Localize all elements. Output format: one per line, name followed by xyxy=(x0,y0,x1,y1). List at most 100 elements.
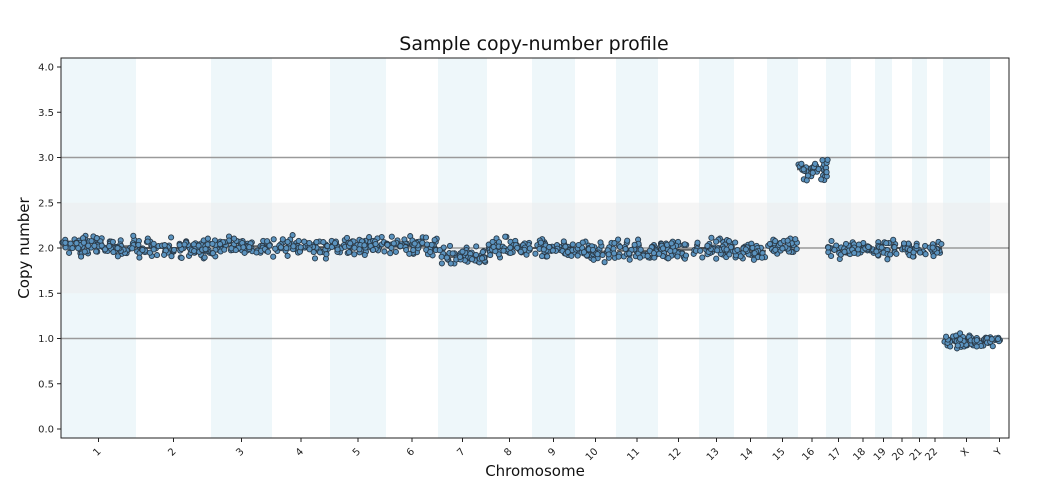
x-tick-label: 12 xyxy=(667,446,684,463)
data-point xyxy=(487,252,494,259)
y-tick-label: 3.5 xyxy=(38,108,54,119)
data-point xyxy=(266,242,273,249)
data-point xyxy=(85,242,92,249)
data-point xyxy=(390,240,397,247)
data-point xyxy=(161,242,168,249)
x-tick-label: 18 xyxy=(851,446,868,463)
data-point xyxy=(91,242,98,249)
data-point xyxy=(514,244,521,251)
data-point xyxy=(601,259,608,266)
data-point xyxy=(372,240,379,248)
y-tick-label: 1.0 xyxy=(38,334,54,345)
data-point xyxy=(351,244,358,251)
data-point xyxy=(457,253,464,261)
data-point xyxy=(713,255,720,262)
data-point xyxy=(842,240,850,247)
x-tick-label: 4 xyxy=(294,446,306,458)
data-point xyxy=(78,253,85,260)
data-point xyxy=(540,246,547,253)
data-point xyxy=(681,241,688,248)
x-tick-label: 6 xyxy=(405,446,417,458)
data-point xyxy=(334,246,341,253)
data-point xyxy=(818,176,825,183)
data-point xyxy=(751,250,758,257)
x-tick-label: 3 xyxy=(234,446,246,458)
y-tick-label: 0.0 xyxy=(38,425,54,436)
data-point xyxy=(699,254,706,261)
data-point xyxy=(150,240,157,247)
data-point xyxy=(345,249,353,256)
x-tick-label: 22 xyxy=(923,446,940,463)
data-point xyxy=(284,238,291,245)
data-point xyxy=(549,247,556,254)
x-tick-label: 9 xyxy=(546,446,558,458)
data-point xyxy=(202,246,209,253)
data-point xyxy=(734,246,741,254)
data-point xyxy=(129,245,136,252)
data-point xyxy=(538,253,546,260)
data-point xyxy=(62,239,69,246)
data-point xyxy=(217,241,224,248)
data-point xyxy=(694,239,701,246)
data-point xyxy=(610,250,618,257)
data-point xyxy=(204,235,211,242)
data-point xyxy=(890,236,897,243)
data-point xyxy=(489,238,496,245)
data-point xyxy=(546,244,553,251)
data-point xyxy=(459,248,466,255)
data-point xyxy=(750,256,757,263)
data-point xyxy=(270,236,277,243)
data-point xyxy=(973,343,980,350)
data-point xyxy=(812,160,819,167)
data-point xyxy=(957,336,964,343)
x-tick-label: 21 xyxy=(908,446,925,463)
data-point xyxy=(537,239,544,246)
data-point xyxy=(69,245,76,252)
y-tick-label: 0.5 xyxy=(38,379,54,390)
data-point xyxy=(75,245,82,252)
x-tick-label: Y xyxy=(992,446,1005,459)
data-point xyxy=(447,260,454,267)
data-point xyxy=(668,240,675,247)
data-point xyxy=(865,243,872,251)
data-point xyxy=(893,250,900,257)
data-point xyxy=(361,251,368,259)
data-point xyxy=(884,256,891,263)
data-point xyxy=(150,246,157,253)
data-point xyxy=(392,248,399,255)
data-point xyxy=(562,243,569,250)
data-point xyxy=(209,240,216,247)
data-point xyxy=(401,236,408,243)
data-point xyxy=(804,172,811,179)
data-point xyxy=(989,343,996,350)
data-point xyxy=(590,256,597,263)
data-point xyxy=(803,177,810,184)
data-point xyxy=(772,238,779,245)
data-point xyxy=(637,246,644,253)
data-point xyxy=(283,245,290,252)
x-tick-label: 15 xyxy=(771,446,788,463)
data-point xyxy=(855,241,862,248)
data-point xyxy=(580,249,588,256)
data-point xyxy=(758,254,766,261)
data-point xyxy=(490,243,497,250)
data-point xyxy=(209,250,216,257)
data-point xyxy=(443,254,450,261)
data-point xyxy=(446,242,454,249)
data-point xyxy=(139,246,146,254)
data-point xyxy=(851,249,858,257)
data-point xyxy=(106,243,113,250)
data-point xyxy=(656,250,663,257)
data-point xyxy=(277,244,284,251)
data-point xyxy=(297,244,304,251)
data-point xyxy=(726,238,733,245)
data-point xyxy=(168,234,175,241)
data-point xyxy=(136,254,143,261)
data-point xyxy=(381,248,388,255)
data-point xyxy=(102,246,109,253)
data-point xyxy=(264,248,272,255)
data-point xyxy=(922,251,929,258)
x-tick-label: 2 xyxy=(166,446,178,458)
